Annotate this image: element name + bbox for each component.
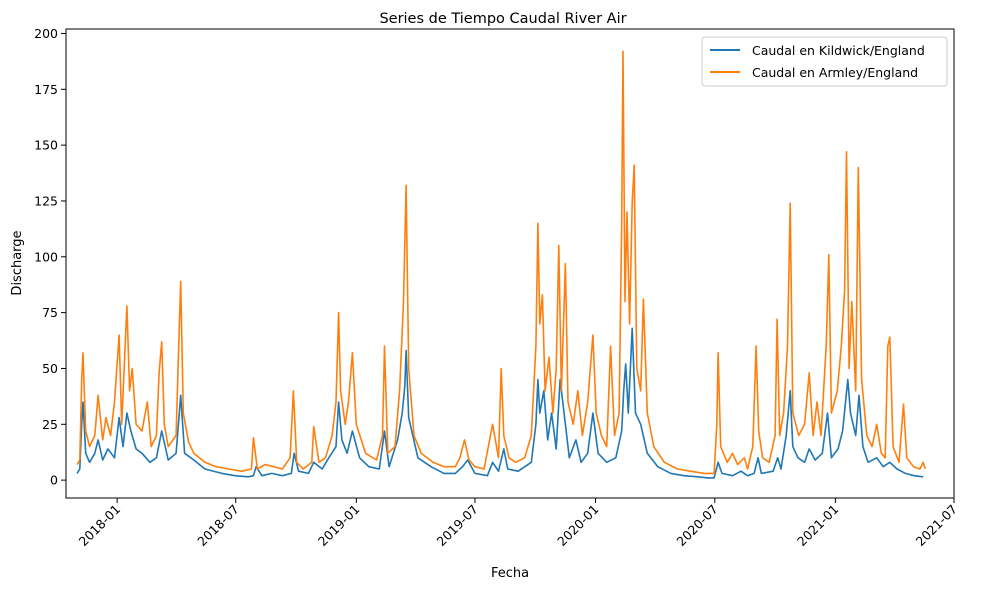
y-axis-label: Discharge [10, 230, 25, 295]
x-tick-label: 2018-01 [76, 502, 124, 550]
series-line-0 [76, 327, 924, 479]
y-tick-label: 25 [42, 417, 58, 432]
series-layer [76, 50, 926, 479]
y-tick-label: 125 [34, 193, 58, 208]
y-tick-label: 0 [50, 473, 58, 488]
plot-frame [65, 28, 955, 499]
y-tick-label: 175 [34, 82, 58, 97]
x-tick-label: 2018-07 [194, 502, 242, 550]
y-axis: 0 25 50 75 100 125 150 175 200 [34, 26, 66, 488]
x-tick-label: 2021-01 [794, 502, 842, 550]
x-axis-label: Fecha [491, 566, 529, 581]
legend-label-armley: Caudal en Armley/England [752, 65, 918, 80]
y-tick-label: 100 [34, 249, 58, 264]
x-axis: 2018-01 2018-07 2019-01 2019-07 2020-01 2020-… [76, 498, 960, 549]
series-line-1 [76, 50, 926, 475]
y-tick-label: 150 [34, 138, 58, 153]
x-tick-label: 2021-07 [913, 502, 961, 550]
x-tick-label: 2019-07 [434, 502, 482, 550]
plot-area: 2018-01 2018-07 2019-01 2019-07 2020-01 2020-… [34, 26, 960, 549]
legend-box [701, 36, 948, 87]
y-tick-label: 200 [34, 26, 58, 41]
chart-title: Series de Tiempo Caudal River Air [379, 11, 626, 27]
legend-label-kildwick: Caudal en Kildwick/England [752, 43, 925, 58]
legend: Caudal en Kildwick/England Caudal en Arm… [701, 36, 948, 87]
y-tick-label: 50 [42, 361, 58, 376]
y-tick-label: 75 [42, 305, 58, 320]
x-tick-label: 2020-01 [554, 502, 602, 550]
x-tick-label: 2019-01 [315, 502, 363, 550]
x-tick-label: 2020-07 [673, 502, 721, 550]
